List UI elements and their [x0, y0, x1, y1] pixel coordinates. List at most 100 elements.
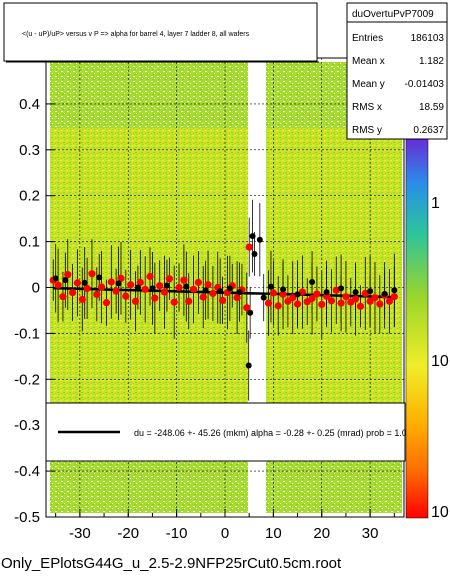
profile-point: [332, 286, 340, 294]
profile-point: [371, 293, 379, 302]
profile-point: [356, 302, 365, 310]
profile-point: [122, 292, 130, 300]
profile-point: [204, 281, 212, 289]
palette-label-1: 1: [431, 195, 440, 212]
y-tick-label: -0.4: [14, 463, 40, 480]
profile-point: [298, 288, 307, 296]
profile-point: [69, 288, 77, 297]
profile-point-alt: [367, 288, 374, 295]
profile-point: [361, 289, 369, 298]
footer-filename: Only_EPlotsG44G_u_2.5-2.9NFP25rCut0.5cm.…: [1, 555, 342, 572]
profile-point: [127, 281, 135, 289]
x-tick-label: 20: [313, 525, 330, 542]
profile-point-alt: [381, 290, 388, 297]
profile-point: [318, 300, 326, 309]
profile-point: [73, 279, 82, 287]
profile-point-alt: [247, 309, 254, 316]
x-tick-label: -10: [166, 525, 188, 542]
profile-point: [54, 281, 62, 289]
profile-point: [112, 287, 120, 295]
stats-box: [346, 2, 448, 140]
y-tick-label: 0.3: [19, 142, 40, 159]
profile-point-alt: [280, 286, 287, 293]
profile-point: [274, 302, 282, 310]
profile-point: [243, 304, 251, 312]
profile-point-alt: [96, 274, 103, 281]
profile-point-alt: [352, 289, 359, 296]
profile-point: [390, 293, 398, 301]
profile-point-alt: [249, 233, 256, 240]
profile-point-alt: [163, 282, 170, 289]
stats-value: 186103: [411, 33, 445, 44]
profile-point-alt: [245, 362, 252, 369]
profile-point: [170, 298, 178, 306]
axis-ticks: [46, 103, 395, 518]
profile-point-alt: [183, 283, 190, 290]
empty-gap-region: [250, 59, 266, 516]
stats-value: 18.59: [419, 102, 444, 113]
profile-point: [93, 290, 101, 298]
profile-point: [245, 243, 253, 251]
palette-label-10-bottom: 10: [431, 504, 449, 521]
chart-title: <(u - uP)/uP> versus v P => alpha for ba…: [22, 31, 250, 38]
y-tick-label: -0.5: [14, 509, 40, 526]
y-tick-label: 0: [32, 280, 40, 297]
y-tick-label: 0.2: [19, 188, 40, 205]
profile-point: [98, 283, 106, 291]
profile-point: [313, 290, 321, 298]
profile-point: [146, 272, 154, 281]
profile-point: [131, 297, 140, 305]
stats-label: Entries: [352, 33, 383, 44]
profile-point: [136, 278, 144, 287]
title-box: [3, 2, 318, 62]
profile-point: [209, 289, 217, 298]
stats-label: RMS y: [352, 125, 382, 136]
profile-point: [64, 271, 72, 279]
profile-point-alt: [226, 285, 233, 292]
profile-point: [342, 293, 350, 301]
x-tick-label: 30: [362, 525, 379, 542]
profile-point: [199, 293, 207, 301]
profile-point: [151, 294, 159, 302]
x-tick-label: -30: [69, 525, 91, 542]
profile-point: [165, 275, 173, 283]
x-tick-label: 0: [221, 525, 229, 542]
stats-value: 1.182: [419, 56, 444, 67]
profile-point: [327, 297, 336, 305]
profile-point: [141, 285, 149, 293]
profile-point: [308, 294, 316, 303]
stats-value: -0.01403: [405, 79, 445, 90]
profile-point: [269, 289, 277, 297]
stats-value: 0.2637: [413, 125, 444, 136]
color-palette: [405, 137, 429, 519]
profile-point-alt: [309, 278, 316, 285]
density-region-right-dense: [266, 128, 402, 444]
profile-point-alt: [294, 291, 301, 298]
profile-point-alt: [202, 287, 209, 294]
x-tick-label: -20: [117, 525, 139, 542]
profile-point: [160, 288, 169, 296]
profile-point: [185, 297, 193, 305]
palette-label-10: 10: [431, 353, 449, 370]
profile-point: [189, 285, 198, 293]
y-tick-label: -0.2: [14, 371, 40, 388]
y-tick-label: 0.4: [19, 96, 40, 113]
y-tick-label: 0.1: [19, 234, 40, 251]
profile-point: [78, 295, 86, 304]
profile-point-alt: [134, 284, 141, 291]
stats-name: duOvertuPvP7009: [352, 9, 434, 20]
y-tick-label: -0.3: [14, 417, 40, 434]
profile-point-alt: [236, 289, 243, 296]
profile-point-alt: [267, 283, 274, 290]
profile-point: [293, 300, 302, 308]
profile-point: [289, 293, 297, 302]
x-tick-labels: -30 -20 -10 0 10 20 30: [69, 525, 378, 542]
profile-point-alt: [62, 277, 69, 284]
profile-point: [352, 295, 360, 303]
y-tick-label: -0.1: [14, 325, 40, 342]
profile-point: [88, 270, 96, 278]
profile-point-alt: [115, 280, 122, 287]
profile-point-alt: [323, 289, 330, 296]
